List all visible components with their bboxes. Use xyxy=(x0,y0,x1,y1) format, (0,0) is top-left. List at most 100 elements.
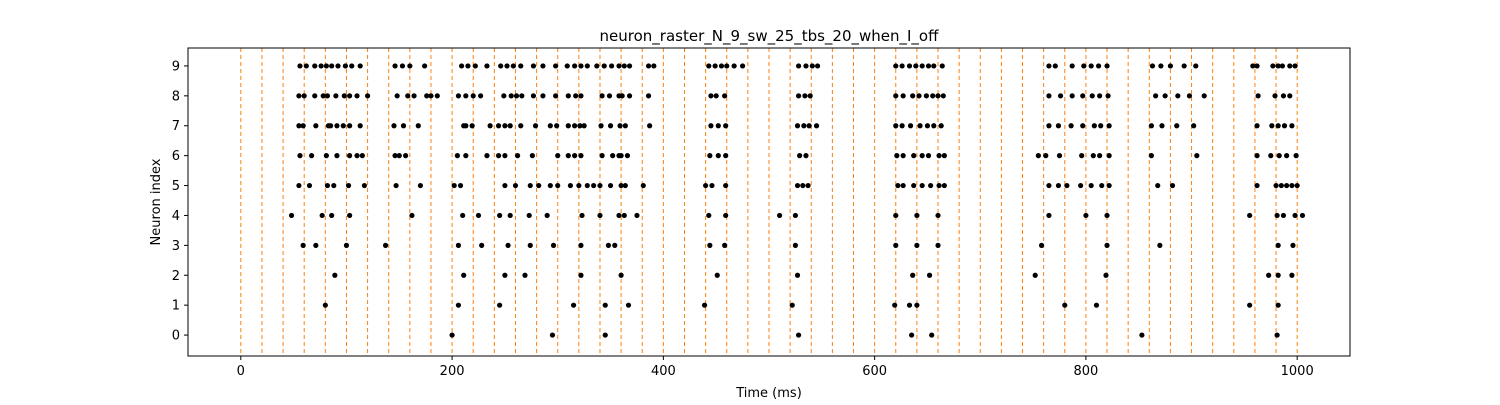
spike-point xyxy=(460,212,466,219)
spike-point xyxy=(792,212,799,219)
spike-point xyxy=(497,302,503,308)
spike-point xyxy=(1105,93,1111,99)
spike-point xyxy=(565,93,571,99)
spike-point xyxy=(917,123,923,129)
spike-point xyxy=(527,182,533,189)
spike-point xyxy=(926,272,933,278)
spike-point xyxy=(616,63,622,69)
spike-point xyxy=(914,242,920,248)
spike-point xyxy=(536,182,542,189)
spike-point xyxy=(1106,182,1112,189)
spike-point xyxy=(1080,93,1086,99)
spike-point xyxy=(572,123,578,129)
spike-point xyxy=(463,93,469,99)
spike-point xyxy=(332,272,338,278)
spike-point xyxy=(1064,182,1070,189)
spike-point xyxy=(1038,242,1045,248)
spike-point xyxy=(349,63,355,69)
spike-point xyxy=(900,153,906,159)
spike-point xyxy=(1068,123,1074,129)
spike-point xyxy=(1088,182,1094,189)
spike-point xyxy=(723,153,729,159)
spike-point xyxy=(795,63,802,69)
spike-point xyxy=(1046,182,1052,189)
spike-point xyxy=(1186,93,1193,99)
spike-point xyxy=(392,63,398,69)
spike-point xyxy=(1169,182,1176,189)
spike-point xyxy=(1055,182,1062,189)
spike-point xyxy=(938,123,944,129)
spike-point xyxy=(529,153,535,159)
spike-point xyxy=(328,123,334,129)
spike-point xyxy=(930,93,936,99)
spike-point xyxy=(323,63,329,69)
spike-point xyxy=(407,63,413,69)
spike-point xyxy=(634,212,640,219)
spike-point xyxy=(622,123,628,129)
y-tick-label: 1 xyxy=(172,299,180,314)
spike-point xyxy=(318,63,324,69)
spike-point xyxy=(497,212,503,219)
spike-point xyxy=(723,123,729,129)
spike-point xyxy=(1273,182,1279,189)
spike-point xyxy=(928,182,934,189)
spike-point xyxy=(312,93,318,99)
spike-point xyxy=(1287,63,1293,69)
spike-point xyxy=(1194,153,1200,159)
spike-point xyxy=(1181,63,1187,69)
spike-point xyxy=(1275,272,1281,278)
spike-point xyxy=(1083,212,1089,219)
spike-point xyxy=(1193,63,1199,69)
spike-point xyxy=(572,153,578,159)
spike-point xyxy=(806,123,812,129)
spike-point xyxy=(618,272,624,278)
y-tick-label: 7 xyxy=(172,119,180,134)
spike-point xyxy=(1254,63,1260,69)
x-tick-label: 600 xyxy=(862,364,887,379)
spike-point xyxy=(1078,182,1084,189)
spike-point xyxy=(1254,123,1260,129)
spike-point xyxy=(1097,93,1103,99)
chart-title: neuron_raster_N_9_sw_25_tbs_20_when_I_of… xyxy=(600,27,940,46)
spike-point xyxy=(1069,63,1075,69)
spike-point xyxy=(801,123,807,129)
spike-point xyxy=(722,93,728,99)
spike-point xyxy=(564,63,570,69)
spike-point xyxy=(899,63,905,69)
spike-point xyxy=(553,93,559,99)
spike-point xyxy=(1266,272,1272,278)
spike-point xyxy=(581,123,587,129)
spike-point xyxy=(484,153,490,159)
spike-point xyxy=(392,153,398,159)
spike-point xyxy=(1279,63,1285,69)
spike-point xyxy=(935,93,941,99)
spike-point xyxy=(554,123,560,129)
spike-point xyxy=(359,153,365,159)
spike-point xyxy=(461,272,467,278)
spike-point xyxy=(612,242,618,248)
y-axis-ticks: 0 1 2 3 4 5 6 7 8 9 xyxy=(172,59,188,344)
spike-point xyxy=(893,123,899,129)
spike-point xyxy=(701,302,708,308)
spike-point xyxy=(617,123,623,129)
spike-point xyxy=(478,93,484,99)
spike-point xyxy=(347,153,353,159)
spike-point xyxy=(715,153,721,159)
spike-point xyxy=(894,153,900,159)
spike-point xyxy=(584,63,590,69)
spike-point xyxy=(1043,153,1049,159)
spike-point xyxy=(709,182,715,189)
spike-point xyxy=(1284,153,1290,159)
spike-point xyxy=(739,63,746,69)
spike-point xyxy=(907,123,914,129)
spike-point xyxy=(731,63,737,69)
spike-point xyxy=(532,123,539,129)
y-tick-label: 9 xyxy=(172,59,180,74)
spike-point xyxy=(722,242,728,248)
spike-point xyxy=(1106,123,1112,129)
spike-point xyxy=(329,212,335,219)
spike-point xyxy=(1104,242,1110,248)
spike-point xyxy=(1032,272,1038,278)
spike-point xyxy=(1299,212,1306,219)
spike-point xyxy=(1057,93,1064,99)
